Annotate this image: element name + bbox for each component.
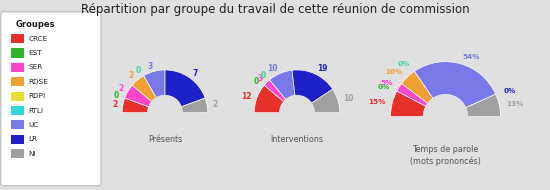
- FancyBboxPatch shape: [12, 63, 24, 72]
- Text: NI: NI: [29, 151, 36, 157]
- FancyBboxPatch shape: [12, 135, 24, 144]
- FancyBboxPatch shape: [12, 106, 24, 115]
- Wedge shape: [132, 76, 156, 102]
- FancyBboxPatch shape: [12, 77, 24, 86]
- Text: 0: 0: [113, 91, 119, 100]
- Wedge shape: [311, 89, 340, 113]
- Text: Interventions: Interventions: [271, 135, 323, 144]
- Text: 15%: 15%: [368, 99, 385, 105]
- Text: 0%: 0%: [503, 88, 515, 94]
- Text: Groupes: Groupes: [15, 20, 55, 29]
- Wedge shape: [390, 91, 426, 117]
- Text: 10%: 10%: [386, 69, 403, 75]
- FancyBboxPatch shape: [12, 149, 24, 158]
- Text: EST: EST: [29, 50, 42, 56]
- Text: 54%: 54%: [463, 54, 480, 60]
- Wedge shape: [397, 83, 428, 106]
- Wedge shape: [415, 62, 496, 108]
- Wedge shape: [181, 98, 208, 113]
- Text: 0%: 0%: [398, 61, 410, 67]
- Text: 10: 10: [343, 94, 354, 103]
- Text: 0: 0: [260, 70, 266, 80]
- Text: CRCE: CRCE: [29, 36, 48, 42]
- Text: 3: 3: [257, 74, 263, 83]
- Wedge shape: [264, 80, 286, 102]
- Text: 0%: 0%: [377, 84, 389, 90]
- Text: 0: 0: [260, 70, 266, 80]
- Wedge shape: [165, 70, 205, 107]
- Text: 12: 12: [241, 92, 251, 101]
- Circle shape: [148, 96, 182, 130]
- Text: 3: 3: [147, 62, 152, 70]
- Text: UC: UC: [29, 122, 39, 128]
- Wedge shape: [270, 70, 295, 100]
- Text: 13%: 13%: [507, 101, 524, 107]
- Text: 5%: 5%: [381, 80, 393, 86]
- FancyBboxPatch shape: [12, 34, 24, 43]
- Text: SER: SER: [29, 64, 43, 70]
- FancyBboxPatch shape: [12, 92, 24, 101]
- FancyBboxPatch shape: [1, 12, 101, 186]
- Text: 0: 0: [254, 77, 259, 86]
- Text: Temps de parole
(mots prononcés): Temps de parole (mots prononcés): [410, 145, 481, 166]
- Text: 2: 2: [213, 100, 218, 109]
- Circle shape: [424, 95, 468, 139]
- Text: LR: LR: [29, 136, 38, 142]
- Text: 2: 2: [112, 100, 117, 109]
- Text: 2: 2: [118, 84, 123, 93]
- Text: Présents: Présents: [148, 135, 182, 144]
- Wedge shape: [292, 70, 333, 103]
- Text: 19: 19: [317, 64, 328, 73]
- Text: 7: 7: [192, 69, 198, 78]
- Text: Répartition par groupe du travail de cette réunion de commission: Répartition par groupe du travail de cet…: [81, 3, 469, 16]
- Wedge shape: [466, 94, 500, 117]
- FancyBboxPatch shape: [12, 48, 24, 58]
- FancyBboxPatch shape: [12, 120, 24, 129]
- Text: RTLI: RTLI: [29, 108, 44, 113]
- Wedge shape: [125, 85, 152, 107]
- Wedge shape: [402, 71, 433, 103]
- Text: 0%: 0%: [398, 61, 410, 67]
- Wedge shape: [144, 70, 165, 98]
- Text: 0: 0: [135, 66, 140, 75]
- Wedge shape: [254, 85, 284, 113]
- Text: 0: 0: [135, 66, 140, 75]
- Text: 10: 10: [267, 64, 278, 73]
- Text: RDSE: RDSE: [29, 79, 48, 85]
- Wedge shape: [122, 98, 149, 113]
- Text: 0: 0: [260, 70, 266, 80]
- Text: RDPI: RDPI: [29, 93, 46, 99]
- Circle shape: [280, 96, 314, 130]
- Text: 2: 2: [129, 71, 134, 80]
